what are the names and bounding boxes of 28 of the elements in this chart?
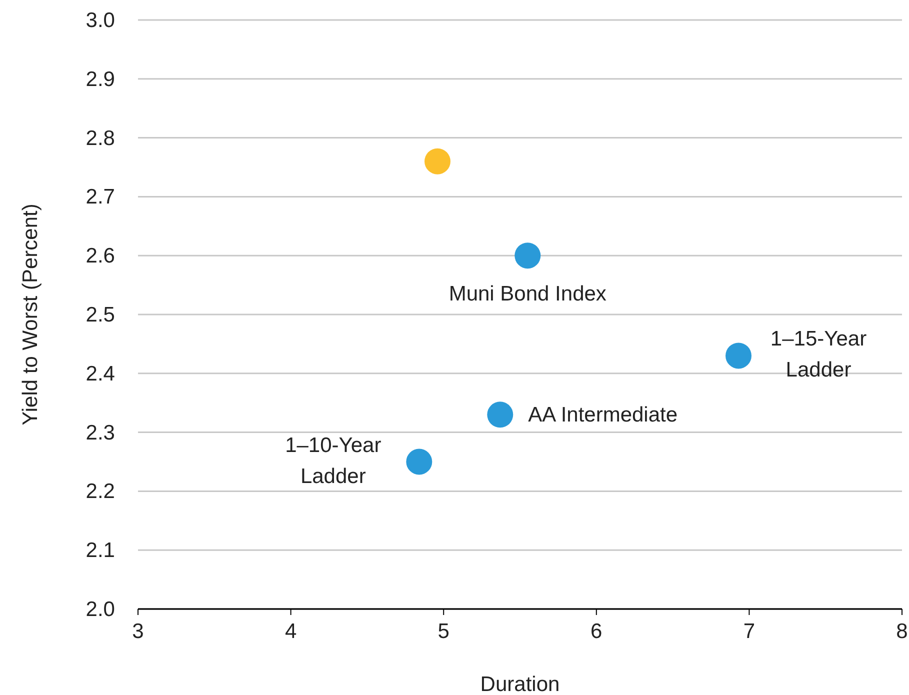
x-tick-label: 5 [438, 620, 450, 643]
y-tick-label: 2.0 [86, 598, 115, 621]
y-tick-label: 2.4 [86, 362, 116, 386]
annotation: Muni Bond Index [448, 282, 607, 306]
y-tick-label: 2.2 [86, 480, 115, 504]
point [514, 242, 541, 269]
y-tick-label: 2.1 [86, 539, 115, 562]
point [487, 402, 514, 428]
annotation: 1–10-Year Ladder [285, 434, 382, 488]
y-tick-label: 2.7 [86, 186, 115, 209]
annotation: AA Intermediate [528, 404, 678, 427]
y-tick-label: 2.8 [86, 126, 115, 150]
x-axis-title: Duration [480, 673, 560, 695]
y-tick-label: 3.0 [86, 9, 115, 32]
x-tick-label: 6 [590, 620, 602, 643]
y-axis-title: Yield to Worst (Percent) [19, 204, 42, 426]
point [726, 342, 752, 369]
annotation: 1–15-Year Ladder [770, 328, 867, 382]
x-tick-label: 4 [284, 620, 297, 643]
y-tick-label: 2.9 [86, 68, 115, 91]
x-tick-label: 3 [132, 620, 144, 643]
y-tick-label: 2.5 [86, 304, 115, 326]
x-tick-label: 8 [896, 620, 908, 643]
x-tick-label: 7 [743, 620, 756, 643]
point [424, 148, 450, 174]
y-tick-label: 2.3 [86, 421, 115, 444]
y-tick-label: 2.6 [86, 244, 115, 268]
point [406, 448, 432, 475]
